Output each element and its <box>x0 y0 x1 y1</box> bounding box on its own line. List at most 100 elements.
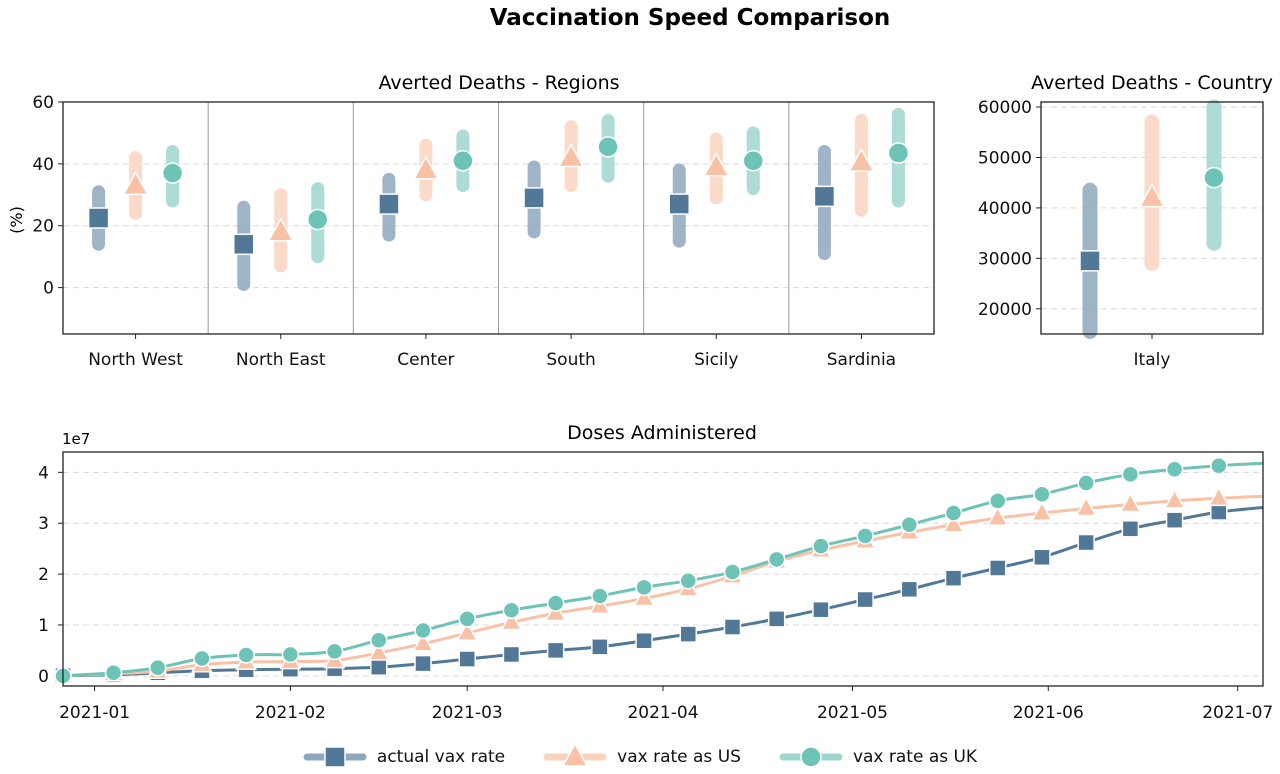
plot-frame <box>62 451 1264 687</box>
data-point-actual-2021-05-17 <box>944 569 963 587</box>
point-uk-north-east <box>307 208 329 231</box>
data-point-uk-2021-05-10 <box>900 515 919 534</box>
plot-frame <box>1040 101 1264 335</box>
data-point-us-2021-06-28 <box>1207 486 1230 507</box>
point-us-north-west <box>122 170 149 196</box>
legend-item-us: vax rate as US <box>543 744 741 770</box>
data-point-actual-2021-03-08 <box>502 645 521 664</box>
data-point-actual-2021-04-19 <box>767 610 786 628</box>
tick-label-x-north-west: North West <box>88 350 183 370</box>
point-us-italy <box>1138 183 1166 208</box>
data-point-uk-2021-04-12 <box>723 563 742 581</box>
point-actual-sardinia <box>813 185 836 208</box>
tick-label-y: 4 <box>38 463 49 483</box>
data-point-uk-2021-02-08 <box>325 642 344 661</box>
data-point-actual-2021-05-24 <box>988 559 1007 577</box>
tick-label-y: 3 <box>38 514 49 534</box>
point-uk-italy <box>1203 166 1225 189</box>
point-us-center <box>412 155 440 180</box>
tick-label-y: 1 <box>38 616 49 636</box>
data-point-uk-2021-05-03 <box>856 527 874 545</box>
legend-swatch-us <box>543 744 607 767</box>
data-point-uk-2021-06-14 <box>1121 465 1140 484</box>
legend-label-uk: vax rate as UK <box>852 747 978 767</box>
data-point-uk-2021-03-01 <box>458 610 476 628</box>
tick-label-y: 0 <box>43 279 54 299</box>
point-uk-center <box>452 150 474 172</box>
regions-plot-area: 0 20 40 60 North West North East Center South Si… <box>32 93 935 370</box>
point-uk-sicily <box>742 150 764 172</box>
data-point-actual-2021-02-15 <box>370 658 388 676</box>
data-point-uk-2021-05-24 <box>988 492 1007 510</box>
data-point-actual-2021-04-12 <box>723 618 742 636</box>
data-point-us-2021-02-15 <box>367 640 390 661</box>
doses-plot-area: 0 1 2 3 4 2021-01 2021-02 2021-03 2021-04 2021-05… <box>38 451 1273 723</box>
data-point-uk-2021-02-15 <box>370 631 388 649</box>
series-line-actual <box>62 505 1264 678</box>
tick-label-y: 20 <box>32 217 54 237</box>
data-point-uk-2021-06-28 <box>1210 456 1228 475</box>
data-point-actual-2021-03-15 <box>546 641 565 660</box>
tick-label-x-center: Center <box>397 350 454 370</box>
data-point-uk-2021-05-17 <box>944 504 963 522</box>
tick-label-y: 60 <box>32 93 54 113</box>
legend-label-actual: actual vax rate <box>376 747 506 767</box>
point-uk-south <box>597 136 619 158</box>
data-point-uk-2021-02-22 <box>414 621 432 640</box>
tick-label-x-north-east: North East <box>236 350 326 370</box>
country-plot-area: 20000 30000 40000 50000 60000 Italy <box>978 98 1264 370</box>
point-us-north-east <box>267 217 295 242</box>
tick-label-y: 40000 <box>978 199 1032 219</box>
legend-marker-us <box>561 744 589 767</box>
data-point-actual-2021-06-28 <box>1210 503 1228 521</box>
doses-chart: Doses Administered 1e7 0 1 2 3 4 2021-01 2021-… <box>38 422 1273 723</box>
regions-chart-ylabel: (%) <box>7 206 26 234</box>
data-point-us-2021-05-24 <box>986 506 1009 526</box>
data-point-actual-2021-05-10 <box>900 580 919 599</box>
data-point-uk-2021-03-29 <box>635 578 653 597</box>
point-uk-sardinia <box>887 142 910 164</box>
data-point-uk-2021-06-21 <box>1165 460 1184 479</box>
tick-label-x-2021-07: 2021-07 <box>1202 703 1273 723</box>
point-actual-center <box>378 193 400 215</box>
data-point-uk-2021-01-25 <box>237 646 255 664</box>
data-point-us-2021-03-08 <box>500 610 523 631</box>
tick-label-y: 2 <box>38 565 49 585</box>
tick-label-x-2021-06: 2021-06 <box>1013 703 1084 723</box>
data-point-uk-2021-01-11 <box>148 658 167 677</box>
data-point-us-2021-05-17 <box>942 512 965 533</box>
tick-label-x-south: South <box>546 350 595 370</box>
tick-label-y: 40 <box>32 155 54 175</box>
data-point-uk-2021-03-15 <box>546 594 565 612</box>
data-point-uk-2021-03-08 <box>502 601 521 619</box>
data-point-actual-2021-05-03 <box>856 590 874 609</box>
tick-label-y: 0 <box>38 667 49 687</box>
point-actual-italy <box>1079 250 1101 272</box>
plot-frame <box>62 101 935 335</box>
point-actual-north-east <box>233 233 255 256</box>
data-point-uk-2021-03-22 <box>591 587 609 605</box>
figure: Vaccination Speed Comparison Averted Dea… <box>7 5 1273 723</box>
legend-label-us: vax rate as US <box>617 747 741 767</box>
legend-swatch-uk <box>779 746 843 768</box>
data-point-us-2021-06-21 <box>1163 488 1186 509</box>
legend-marker-uk <box>800 746 822 768</box>
data-point-uk-2021-02-01 <box>281 645 300 664</box>
point-us-sardinia <box>848 147 875 172</box>
tick-label-x-2021-01: 2021-01 <box>59 703 130 723</box>
data-point-us-2021-03-01 <box>456 621 479 641</box>
legend-item-uk: vax rate as UK <box>779 744 977 770</box>
data-point-uk-2021-01-18 <box>193 649 211 668</box>
tick-label-x-italy: Italy <box>1134 350 1171 370</box>
data-point-uk-2021-01-04 <box>104 664 123 682</box>
legend-marker-actual <box>324 746 346 768</box>
point-actual-sicily <box>668 193 690 215</box>
point-us-sicily <box>702 152 730 177</box>
tick-label-y: 20000 <box>978 300 1032 320</box>
legend-item-actual: actual vax rate <box>303 744 505 770</box>
data-point-actual-2021-04-05 <box>679 625 698 643</box>
point-us-south <box>557 143 585 168</box>
data-point-actual-2021-05-31 <box>1033 548 1051 567</box>
data-point-us-2021-02-22 <box>412 631 434 652</box>
data-point-uk-2021-05-31 <box>1033 485 1051 503</box>
